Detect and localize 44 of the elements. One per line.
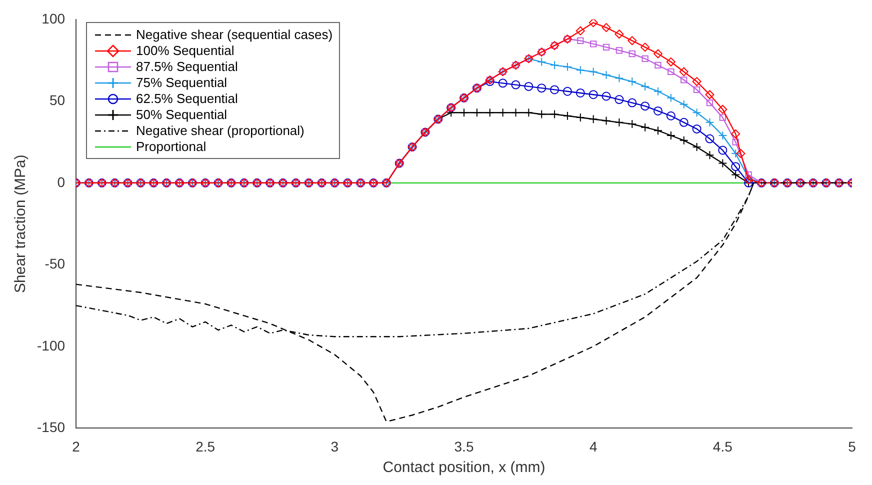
point [537,110,546,119]
x-tick-label: 4.5 [712,438,733,454]
x-axis-title: Contact position, x (mm) [382,459,546,476]
point [692,142,702,152]
point [550,110,560,119]
legend-label: Proportional [136,139,206,154]
y-tick-label: -50 [44,256,66,272]
point [588,114,598,124]
legend-label: 100% Sequential [136,43,234,58]
x-tick-label: 3 [330,438,339,454]
y-tick-label: 0 [57,174,66,190]
point [666,131,676,140]
legend-label: 50% Sequential [136,107,228,122]
x-tick-label: 5 [848,438,856,454]
legend-label: 87.5% Sequential [136,59,238,74]
point [731,170,740,180]
point [472,108,482,118]
point [524,108,534,118]
legend-label: Negative shear (sequential cases) [136,27,333,42]
x-tick-label: 2.5 [196,438,216,454]
point [679,136,688,145]
x-tick-label: 4 [589,438,598,454]
point [614,118,624,127]
legend-label: 75% Sequential [136,75,228,90]
point [654,126,663,136]
y-axis-title: Shear traction (MPa) [12,154,30,293]
x-tick-label: 2 [72,438,80,454]
y-tick-label: 100 [42,10,66,26]
point [640,122,650,132]
point [485,108,494,118]
point [628,120,637,129]
y-tick-label: -100 [36,337,66,354]
point [498,108,508,118]
point [511,108,520,118]
point [562,111,572,120]
legend-label: Negative shear (proportional) [136,123,304,138]
point [718,158,728,168]
legend-label: 62.5% Sequential [136,91,238,106]
point [576,113,585,122]
point [705,150,714,160]
point [602,116,611,126]
x-tick-label: 3.5 [454,438,474,454]
y-tick-label: 50 [49,92,66,108]
y-tick-label: -150 [36,419,66,436]
